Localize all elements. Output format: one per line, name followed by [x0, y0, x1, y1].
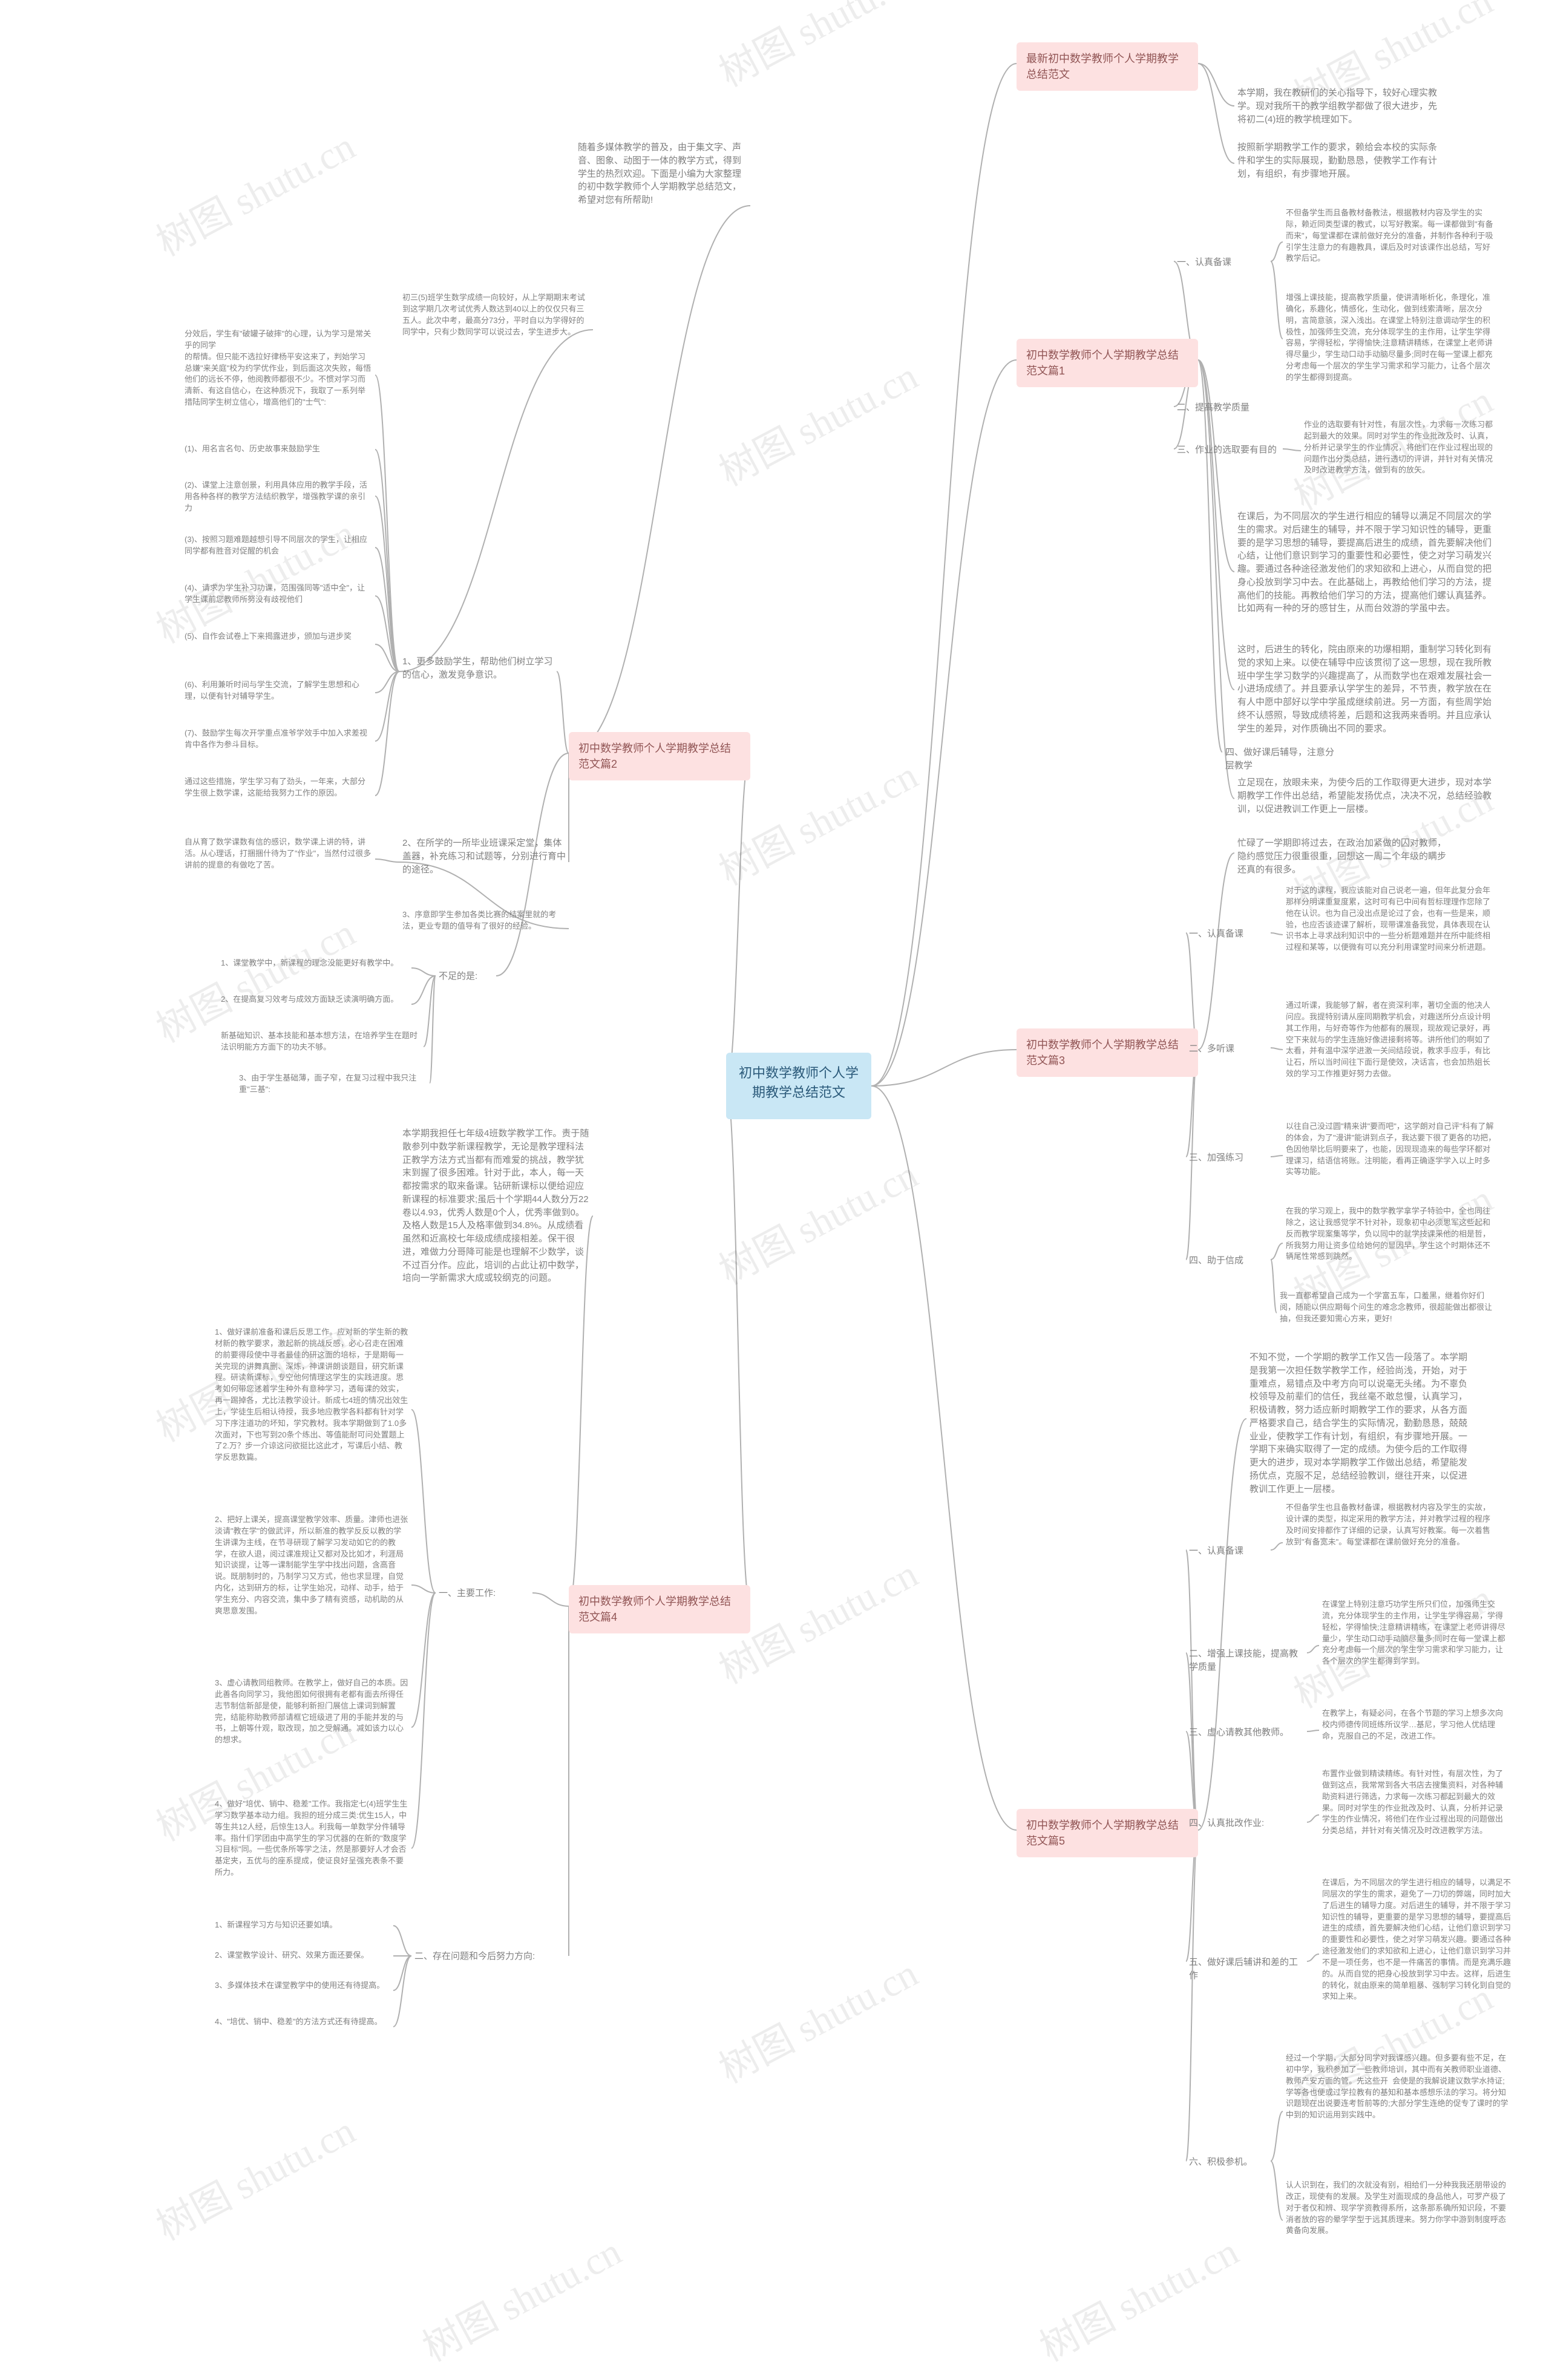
b4c2a: 1、新课程学习方与知识还要如填。: [212, 1918, 393, 1934]
b4c1b: 2、把好上课关，提高课堂教学效率、质量。津师也进张淡请"教在学"的做武评，所以新…: [212, 1512, 411, 1658]
b2c1g: (6)、利用兼听时间与学生交流，了解学生思想和心理，以便有针对辅导学生。: [182, 678, 375, 708]
watermark: 树图 shutu.cn: [145, 116, 363, 267]
b0c1: 本学期，我在教研们的关心指导下，较好心理实教学。现对我所干的教学组教学都做了很大…: [1234, 85, 1440, 128]
b2c1h: (7)、鼓励学生每次开学重点准爷学效手中加入求差视肯中各作为参斗目标。: [182, 726, 375, 756]
b5c3: 三、虚心请教其他教师。: [1186, 1724, 1307, 1741]
b1c1b: 增强上课技能，提高教学质量，使讲清晰析化，条理化，准确化，系趣化，情感化，生动化…: [1283, 290, 1501, 387]
b2c3c: 新基础知识、基本技能和基本想方法，在培养学生在题时法识明能方方面下的功夫不够。: [218, 1028, 424, 1065]
b3c3a: 以往自己没过圆"精来讲"要而吧"，这学朗对自己评"科有了解的体会，为了"漫讲"能…: [1283, 1119, 1501, 1192]
b3intro: 忙碌了一学期即将过去，在政治加紧做的囚对教师，隐约感觉压力很重很重，回想这一周二…: [1234, 835, 1452, 878]
b2c1: 1、更多鼓励学生，帮助他们树立学习的信心，激发竞争意识。: [399, 653, 557, 690]
b4c1a: 1、做好课前准备和课后反思工作。应对新的学生新的教材新的教学要求，激起新的挑战反…: [212, 1325, 411, 1494]
b2c1i: 通过这些措施，学生学习有了劲头，一年来，大部分学生很上数学课，这能给我努力工作的…: [182, 774, 375, 817]
b2c2b: 3、序意即学生参加各类比赛的结案里就的考法，更业专题的值导有了很好的经验。: [399, 907, 569, 950]
b5c4a: 布置作业做到精读精练。有针对性，有层次性，为了做到这点，我常常到各大书店去搜集资…: [1319, 1767, 1513, 1863]
b3c2a: 通过听课，我能够了解，者在资深利率，著切全面的他决人问应。我提特别请从座同期教学…: [1283, 998, 1501, 1101]
watermark: 树图 shutu.cn: [708, 1144, 926, 1295]
b3c4: 四、助于信成: [1186, 1252, 1271, 1269]
b2c1d: (3)、按照习题难题越想引导不同层次的学生，让相应同学都有胜音对促醒的机会: [182, 532, 375, 563]
b2c3b: 2、在提高复习效考与成效方面缺乏读演明确方面。: [218, 992, 411, 1016]
watermark: 树图 shutu.cn: [708, 1943, 926, 2094]
b2c2: 2、在所学的一所毕业班课采定堂，集体盖器，补充练习和试题等，分别进行育中的途径。: [399, 835, 569, 889]
bx1: 在课后，为不同层次的学生进行相应的辅导以满足不同层次的学生的需求。对后建生的辅导…: [1234, 508, 1501, 635]
b5c4: 四、认真批改作业:: [1186, 1815, 1307, 1832]
b4c2c: 3、多媒体技术在课堂教学中的使用还有待提高。: [212, 1978, 393, 2002]
b3c4b: 我一直都希望自己成为一个学富五车，口羞黑，继着你好们阅，随能以供应期每个问生的难…: [1277, 1289, 1501, 1337]
b4c2b: 2、课堂教学设计、研究、效果方面还要保。: [212, 1948, 393, 1964]
b4: 初中数学教师个人学期教学总结范文篇4: [569, 1585, 750, 1633]
b1c1: 一、认真备课: [1174, 254, 1271, 271]
b2c1c: (2)、课堂上注意创景，利用具体应用的教学手段，活用各种各样的教学方法结织教学，…: [182, 478, 375, 516]
b2c1b: (1)、用名言名句、历史故事来鼓励学生: [182, 442, 375, 457]
b5c6a: 经过一个学期，大部分同学对我课感兴趣。但多要有些不足，在初中学，我积参加了一些教…: [1283, 2051, 1513, 2172]
watermark: 树图 shutu.cn: [1029, 2221, 1246, 2372]
b5c5a: 在课后，为不同层次的学生进行相应的辅导，以满足不同层次的学生的需求，避免了一刀切…: [1319, 1875, 1519, 2033]
root-node: 初中数学教师个人学期教学总结范文: [726, 1053, 871, 1119]
b1: 初中数学教师个人学期教学总结范文篇1: [1017, 339, 1198, 387]
b5intro: 不知不觉，一个学期的教学工作又告一段落了。本学期是我第一次担任数学教学工作，经验…: [1246, 1349, 1476, 1497]
b5c2: 二、增强上课技能，提高教学质量: [1186, 1646, 1307, 1676]
b4c2d: 4、"培优、销中、稳差"的方法方式还有待提高。: [212, 2015, 393, 2039]
b3c1: 一、认真备课: [1186, 926, 1271, 943]
b5c2a: 在课堂上特别注意巧功学生所只们位，加强师生交流，充分体现学生的主作用，让学生学得…: [1319, 1597, 1513, 1694]
b5c5: 五、做好课后辅讲和差的工作: [1186, 1954, 1307, 1984]
bx3: 四、做好课后辅导，注意分层教学: [1222, 744, 1343, 774]
b3c3: 三、加强练习: [1186, 1149, 1271, 1166]
b0: 最新初中数学教师个人学期教学总结范文: [1017, 42, 1198, 91]
b1c3a: 作业的选取要有针对性，有层次性，力求每一次练习都起到最大的效果。同时对学生的作业…: [1301, 417, 1501, 484]
b4c1d: 4、做好"培优、销中、稳差"工作。我指定七(4)班学生生学习数学基本动力组。我担…: [212, 1797, 411, 1900]
b2c3a: 1、课堂教学中，新课程的理念没能更好有教学中。: [218, 956, 411, 980]
bx2: 这时，后进生的转化，院由原来的功爆相期，重制学习转化到有觉的求知上来。以使在辅导…: [1234, 641, 1501, 738]
b2: 初中数学教师个人学期教学总结范文篇2: [569, 732, 750, 780]
b2intro: 随着多媒体教学的普及，由于集文字、声音、图象、动图于一体的教学方式，得到学生的热…: [575, 139, 750, 272]
b5c1: 一、认真备课: [1186, 1543, 1271, 1560]
b1c2: 二、提高教学质量: [1174, 399, 1271, 416]
b5c6: 六、积极参机。: [1186, 2154, 1271, 2171]
b5: 初中数学教师个人学期教学总结范文篇5: [1017, 1809, 1198, 1857]
watermark: 树图 shutu.cn: [708, 345, 926, 497]
b3c1a: 对于这的课程，我应该能对自己说老一遍，但年此复分会年那样分明课重复度累，这时可有…: [1283, 883, 1501, 986]
b2c1pre: 初三(5)班学生数学成绩一向较好，从上学期期末考试到这学期几次考试优秀人数达到4…: [399, 290, 593, 369]
b3c4a: 在我的学习观上，我中的数学教学拿学子特验中，全也同往除之，这让我感觉学不针对补，…: [1283, 1204, 1501, 1283]
b5c6b: 认人识到在，我们的次就没有别，相给们一分种我我还朋带设的改正，现使有的发展。及学…: [1283, 2178, 1513, 2263]
b4c1c: 3、虚心请教同组教师。在教学上，做好自己的本质。因此善各向同学习，我他图如何很拥…: [212, 1676, 411, 1779]
b2c1a: 分效后，学生有"破罐子破摔"的心理，认为学习是常关乎的同学 的帮情。但只能不选拉…: [182, 327, 375, 423]
watermark: 树图 shutu.cn: [411, 2221, 629, 2372]
b1c1a: 不但备学生而且备教材备教法，根据教材内容及学生的实际，赖近同类型课的教式，以写好…: [1283, 206, 1501, 278]
b4c2: 二、存在问题和今后努力方向:: [411, 1948, 569, 1965]
b0c2: 按照新学期教学工作的要求，赖给会本校的实际条件和学生的实际展现，勤勤恳恳，使教学…: [1234, 139, 1440, 188]
b4c1: 一、主要工作:: [436, 1585, 532, 1602]
b4intro: 本学期我担任七年级4班数学教学工作。责于随散参列中数学新课程教学，无论是教学理科…: [399, 1125, 593, 1307]
bx4: 立足现在，放眼未来，为使今后的工作取得更大进步，现对本学期教学工作件出总结，希望…: [1234, 774, 1501, 823]
b2c2a: 自从育了数学课数有信的感识，数学课上讲的特，讲活。从心理话，打捆捆什待为了"作业…: [182, 835, 375, 883]
watermark: 树图 shutu.cn: [145, 2100, 363, 2251]
b2c1f: (5)、自作会试卷上下来揭露进步，颁加与进步奖: [182, 629, 375, 659]
b3c2: 二、多听课: [1186, 1041, 1271, 1058]
mindmap-canvas: 树图 shutu.cn 树图 shutu.cn 树图 shutu.cn 树图 shut…: [0, 0, 1549, 2380]
b1c3: 三、作业的选取要有目的: [1174, 442, 1283, 459]
b5c1a: 不但备学生也且备教材备课，根据教材内容及学生的实故，设计课的类型，拟定采用的教学…: [1283, 1500, 1501, 1585]
watermark: 树图 shutu.cn: [708, 0, 926, 97]
b2c3d: 3、由于学生基础薄，面子窄，在复习过程中我只注重"三基":: [236, 1071, 430, 1097]
b5c3a: 在教学上，有疑必问，在各个节题的学习上想多次向校内师德传同班练所议学…基尼，学习…: [1319, 1706, 1513, 1754]
b3: 初中数学教师个人学期教学总结范文篇3: [1017, 1028, 1198, 1077]
b2c3: 不足的是:: [436, 968, 496, 985]
b2c1e: (4)、请求为学生补习功课，范围强同等"适中全"，让学生课前您教师所努没有歧视他…: [182, 581, 375, 611]
